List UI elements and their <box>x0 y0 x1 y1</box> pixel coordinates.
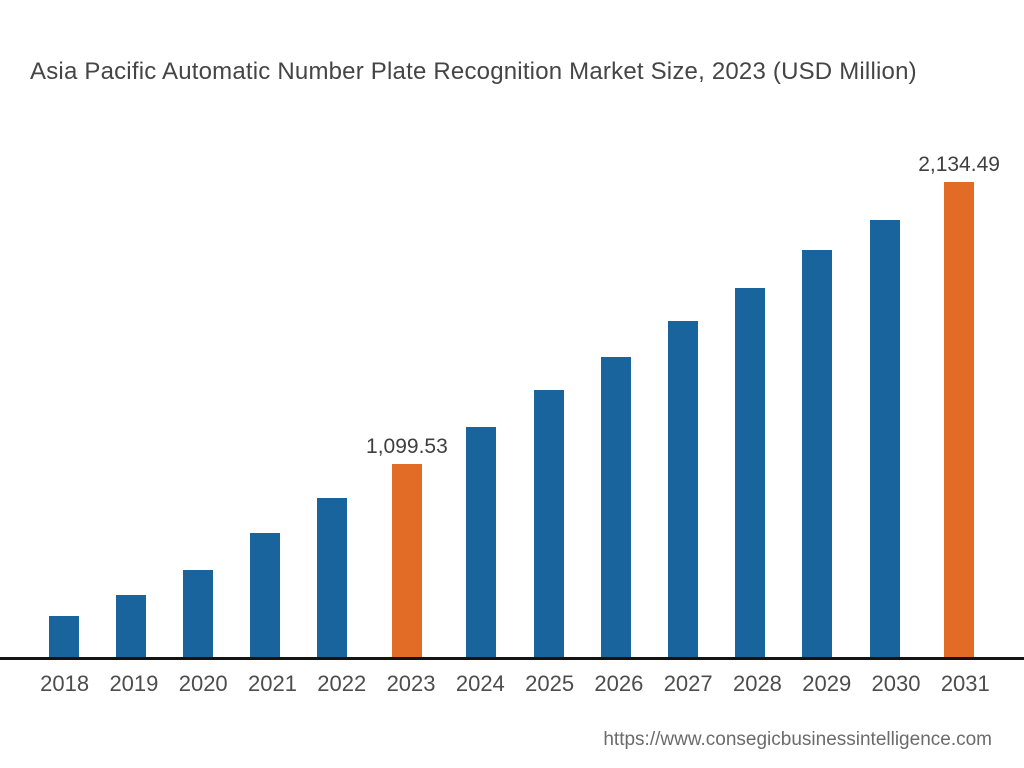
bar-group-2025 <box>515 150 582 658</box>
bar-value-label-2031: 2,134.49 <box>918 153 1000 176</box>
bar-2025[interactable] <box>533 390 564 658</box>
plot-area: 1,099.53 2,134.49 <box>30 150 1000 658</box>
bar-2026[interactable] <box>600 357 631 658</box>
bar-group-2031: 2,134.49 <box>918 150 1000 658</box>
bar-group-2021 <box>232 150 299 658</box>
bar-group-2020 <box>164 150 231 658</box>
bar-2031[interactable] <box>944 182 975 658</box>
x-tick-2029: 2029 <box>802 671 852 696</box>
x-tick-2021: 2021 <box>248 671 297 696</box>
bar-2030[interactable] <box>869 220 900 658</box>
bar-2024[interactable] <box>466 427 497 658</box>
x-tick-2030: 2030 <box>871 671 921 696</box>
bar-group-2022 <box>299 150 366 658</box>
x-tick-2019: 2019 <box>109 671 159 696</box>
bar-2027[interactable] <box>667 321 698 658</box>
bar-group-2019 <box>97 150 164 658</box>
x-tick-2023: 2023 <box>386 671 436 696</box>
bar-group-2028 <box>717 150 784 658</box>
bar-group-2030 <box>851 150 918 658</box>
x-tick-2024: 2024 <box>455 671 505 696</box>
footer-url[interactable]: https://www.consegicbusinessintelligence… <box>603 729 992 750</box>
bar-2021[interactable] <box>250 533 281 658</box>
x-tick-2028: 2028 <box>732 671 782 696</box>
x-tick-2027: 2027 <box>663 671 713 696</box>
bar-2028[interactable] <box>735 288 766 658</box>
x-axis-labels: 2018 2019 2020 2021 2022 2023 2024 2025 2026 2027… <box>30 671 1000 697</box>
bar-group-2023: 1,099.53 <box>366 150 448 658</box>
chart-title: Asia Pacific Automatic Number Plate Reco… <box>30 58 917 85</box>
bar-group-2026 <box>582 150 649 658</box>
x-axis-line <box>0 657 1024 660</box>
bar-2029[interactable] <box>802 250 833 658</box>
x-tick-2022: 2022 <box>317 671 367 696</box>
bar-group-2029 <box>784 150 851 658</box>
bar-2023[interactable] <box>391 464 422 658</box>
bar-2019[interactable] <box>115 595 146 658</box>
x-tick-2020: 2020 <box>178 671 228 696</box>
bar-group-2027 <box>649 150 716 658</box>
x-tick-2025: 2025 <box>525 671 575 696</box>
bar-2020[interactable] <box>183 570 213 658</box>
x-tick-2026: 2026 <box>594 671 644 696</box>
bar-2018[interactable] <box>48 616 79 658</box>
bar-2022[interactable] <box>317 498 348 658</box>
bar-value-label-2023: 1,099.53 <box>366 435 448 458</box>
bar-group-2018 <box>30 150 97 658</box>
x-tick-2018: 2018 <box>40 671 90 696</box>
x-tick-2031: 2031 <box>940 671 990 696</box>
bar-group-2024 <box>448 150 515 658</box>
